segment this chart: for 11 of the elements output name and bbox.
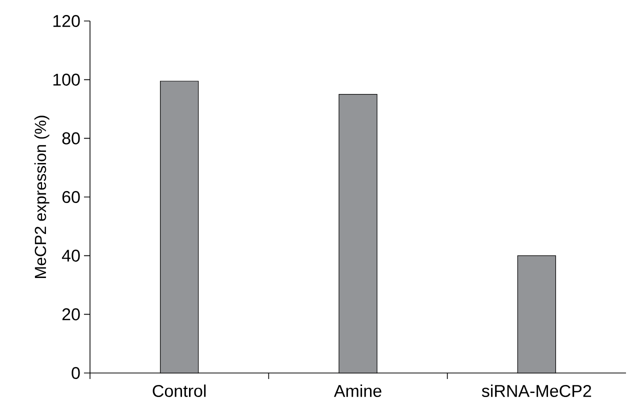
y-tick-label: 60 <box>62 190 80 204</box>
y-tick-label: 120 <box>53 14 80 28</box>
y-axis-title: MeCP2 expression (%) <box>34 116 50 278</box>
x-tick-label: Amine <box>334 384 382 398</box>
y-tick-label: 100 <box>53 74 80 86</box>
x-tick-label: Control <box>152 384 206 398</box>
y-tick-label: 80 <box>62 132 80 144</box>
y-tick-label: 20 <box>62 308 80 320</box>
y-tick-label: 40 <box>62 250 80 262</box>
y-tick-label: 0 <box>72 366 80 380</box>
x-tick-label: siRNA-MeCP2 <box>482 384 592 398</box>
